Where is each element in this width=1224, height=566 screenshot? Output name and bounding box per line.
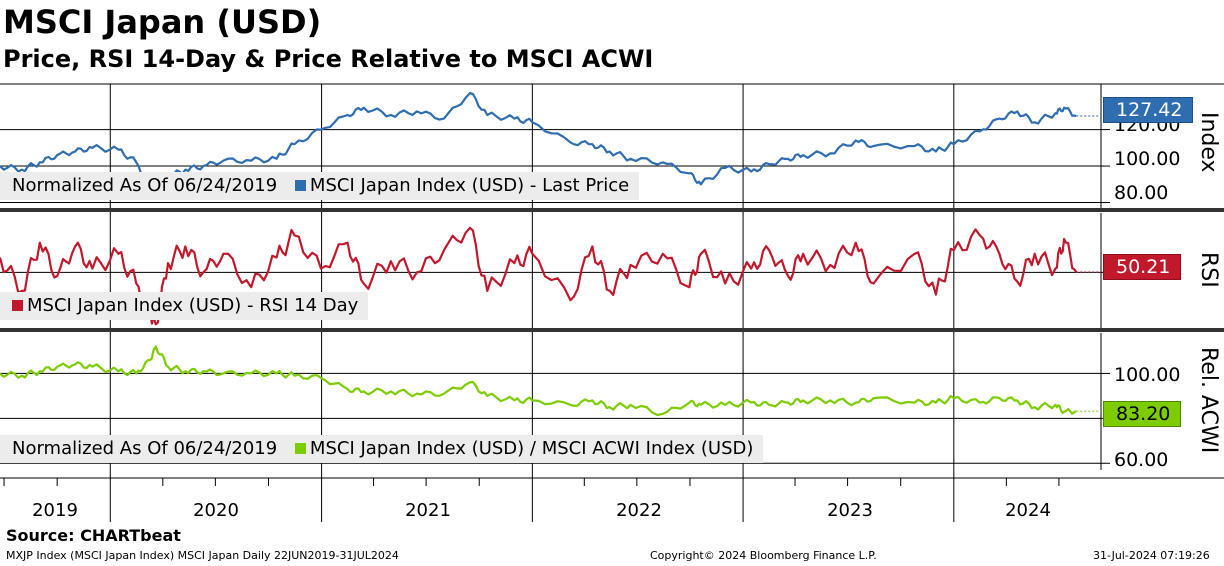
series-lines bbox=[0, 92, 1101, 417]
x-year-label: 2021 bbox=[405, 500, 451, 521]
price-legend-series: MSCI Japan Index (USD) - Last Price bbox=[309, 175, 630, 196]
rsi-legend: MSCI Japan Index (USD) - RSI 14 Day bbox=[0, 292, 369, 320]
price-legend-normalized: Normalized As Of 06/24/2019 bbox=[12, 175, 278, 196]
x-year-label: 2022 bbox=[616, 500, 662, 521]
relative-legend-normalized: Normalized As Of 06/24/2019 bbox=[12, 438, 278, 459]
rsi-axis-label: RSI bbox=[1196, 252, 1221, 288]
relative-series-line bbox=[0, 345, 1077, 417]
chart-title: MSCI Japan (USD) bbox=[3, 3, 322, 41]
price-ytick: 80.00 bbox=[1114, 182, 1169, 204]
footer-right: 31-Jul-2024 07:19:26 bbox=[1093, 549, 1210, 562]
price-legend-swatch bbox=[294, 180, 306, 191]
gridlines bbox=[0, 84, 1110, 522]
relative-axis-label: Rel. ACWI bbox=[1196, 347, 1221, 454]
price-axis-label: Index bbox=[1196, 112, 1221, 173]
source-note: Source: CHARTbeat bbox=[6, 526, 181, 545]
price-ytick: 100.00 bbox=[1114, 148, 1181, 170]
separator-price-rsi bbox=[0, 208, 1224, 212]
rsi-legend-series: MSCI Japan Index (USD) - RSI 14 Day bbox=[27, 295, 359, 316]
rsi-last-value-tag: 50.21 bbox=[1103, 254, 1182, 280]
price-legend: Normalized As Of 06/24/2019 MSCI Japan I… bbox=[0, 172, 640, 200]
chart-subtitle: Price, RSI 14-Day & Price Relative to MS… bbox=[3, 45, 654, 73]
relative-legend-series: MSCI Japan Index (USD) / MSCI ACWI Index… bbox=[309, 438, 754, 459]
panel-separators bbox=[0, 83, 1224, 486]
price-last-value-tag: 127.42 bbox=[1103, 97, 1194, 123]
footer-center: Copyright© 2024 Bloomberg Finance L.P. bbox=[650, 549, 877, 562]
x-year-label: 2023 bbox=[827, 500, 873, 521]
separator-rsi-relative bbox=[0, 328, 1224, 332]
relative-ytick: 60.00 bbox=[1114, 449, 1169, 471]
relative-ytick: 100.00 bbox=[1114, 364, 1181, 386]
relative-legend-swatch bbox=[294, 443, 306, 454]
footer-left: MXJP Index (MSCI Japan Index) MSCI Japan… bbox=[6, 549, 399, 562]
x-year-label: 2024 bbox=[1005, 500, 1051, 521]
relative-legend: Normalized As Of 06/24/2019 MSCI Japan I… bbox=[0, 435, 764, 463]
x-year-label: 2019 bbox=[32, 500, 78, 521]
relative-last-value-tag: 83.20 bbox=[1103, 401, 1182, 427]
x-year-label: 2020 bbox=[193, 500, 239, 521]
rsi-legend-swatch bbox=[12, 300, 23, 311]
